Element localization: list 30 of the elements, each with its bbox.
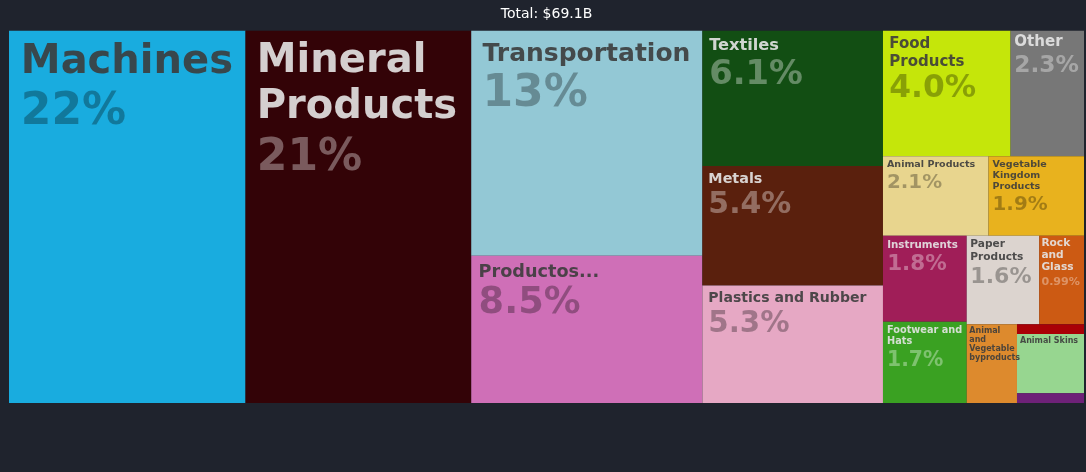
category-label: Vegetable Kingdom Products xyxy=(992,158,1048,192)
category-label: Metals xyxy=(708,169,763,186)
data-label: 1.6% xyxy=(970,261,1032,288)
data-label: 1.7% xyxy=(887,346,944,371)
data-label: 4.0% xyxy=(889,68,977,105)
category-label: Rock and Glass xyxy=(1041,236,1074,273)
data-label: 2.1% xyxy=(886,170,943,194)
category-label: Food Products xyxy=(889,34,965,70)
data-label: 1.8% xyxy=(887,250,947,276)
category-label: Other xyxy=(1014,31,1064,50)
data-label: 1.9% xyxy=(992,192,1048,216)
category-label: Animal Skins xyxy=(1019,336,1079,346)
data-label: 22% xyxy=(20,83,127,135)
category-label: Plastics and Rubber xyxy=(708,289,867,306)
data-label: 5.4% xyxy=(708,185,792,221)
category-label: Mineral Products xyxy=(256,35,458,128)
category-label: Instruments xyxy=(887,237,958,250)
data-label: 0.99% xyxy=(1041,275,1080,289)
category-label: Textiles xyxy=(709,34,779,54)
category-label: Paper Products xyxy=(970,237,1024,262)
data-label: 6.1% xyxy=(709,52,803,92)
category-label: Transportation xyxy=(482,38,691,68)
text: Total: $69.1B xyxy=(499,5,593,22)
category-label: Productos... xyxy=(478,260,600,281)
data-label: 21% xyxy=(256,128,363,180)
data-label: 13% xyxy=(482,65,588,117)
data-label: 5.3% xyxy=(708,304,790,339)
category-label: Animal Products xyxy=(886,158,976,170)
category-label: Machines xyxy=(20,36,233,83)
category-label: Footwear and Hats xyxy=(887,324,963,347)
